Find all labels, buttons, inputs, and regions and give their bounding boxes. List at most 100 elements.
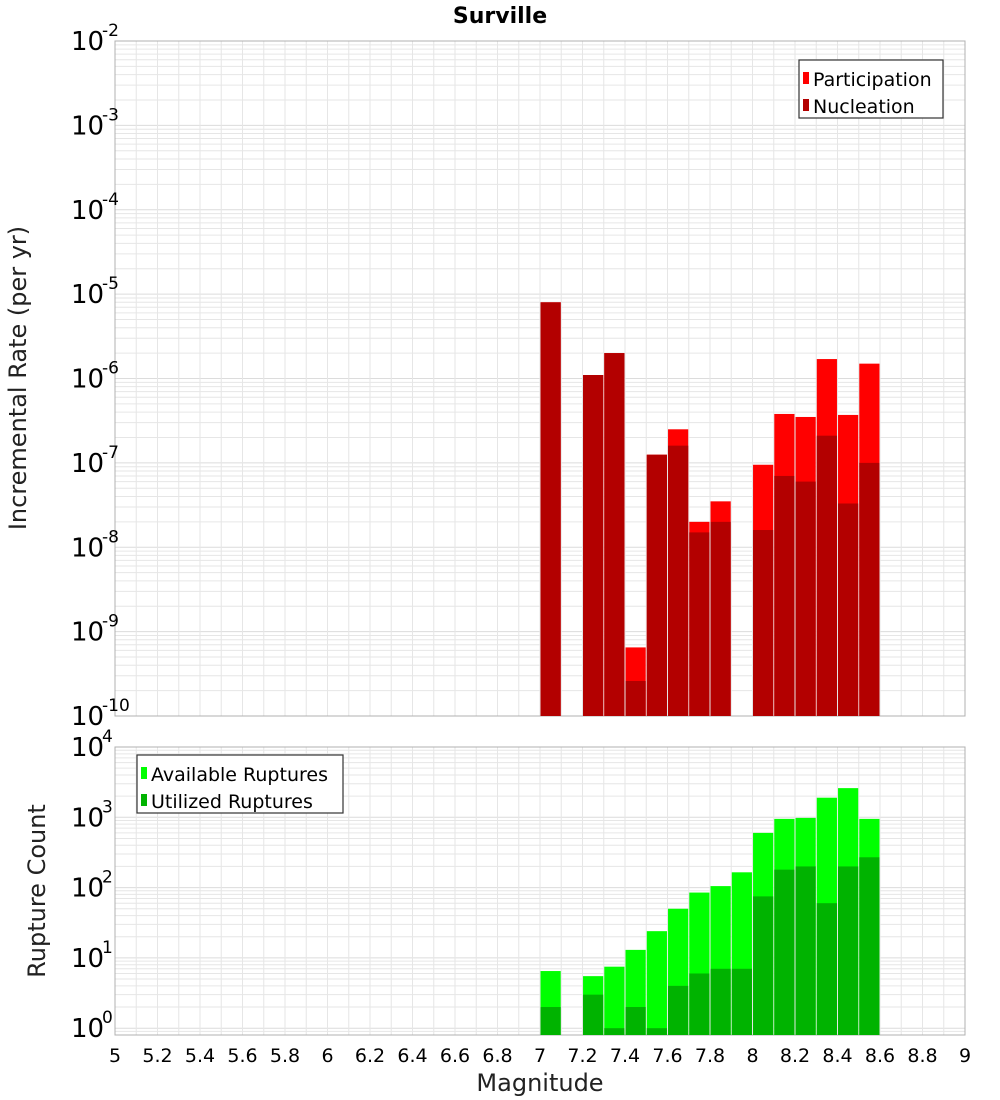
y-tick-base: 10 [71, 733, 104, 763]
bar-utilized-ruptures [540, 1007, 561, 1035]
bar-nucleation [838, 503, 859, 716]
y-tick-exponent: 0 [102, 1008, 113, 1028]
x-tick-label: 6 [321, 1045, 333, 1067]
y-tick-exponent: -4 [102, 190, 119, 210]
y-tick-label: 100 [71, 1008, 113, 1044]
x-tick-label: 5 [109, 1045, 121, 1067]
x-tick-label: 6.8 [482, 1045, 512, 1067]
bar-nucleation [646, 454, 667, 716]
x-tick-label: 7.6 [652, 1045, 682, 1067]
y-tick-label: 10-9 [71, 612, 119, 648]
x-tick-label: 8 [746, 1045, 758, 1067]
bar-nucleation [710, 521, 731, 716]
chart-title: Surville [453, 4, 547, 29]
x-tick-label: 8.4 [822, 1045, 852, 1067]
y-tick-exponent: -8 [102, 527, 119, 547]
y-tick-label: 10-8 [71, 527, 119, 563]
y-tick-base: 10 [71, 196, 104, 226]
y-tick-exponent: 4 [102, 727, 113, 747]
x-tick-label: 5.2 [142, 1045, 172, 1067]
bar-nucleation [689, 532, 710, 716]
y-tick-base: 10 [71, 533, 104, 563]
x-tick-label: 6.2 [355, 1045, 385, 1067]
y-tick-exponent: -9 [102, 612, 119, 632]
y-tick-base: 10 [71, 702, 104, 732]
x-tick-label: 7.4 [610, 1045, 640, 1067]
y-tick-base: 10 [71, 1014, 104, 1044]
y-tick-exponent: -6 [102, 359, 119, 379]
top-panel: 10-210-310-410-510-610-710-810-910-10Par… [71, 21, 966, 732]
x-tick-label: 9 [959, 1045, 971, 1067]
bar-utilized-ruptures [689, 973, 710, 1035]
y-tick-base: 10 [71, 874, 104, 904]
y-tick-label: 10-7 [71, 443, 119, 479]
y-tick-label: 102 [71, 868, 113, 904]
y-tick-base: 10 [71, 27, 104, 57]
bar-available-ruptures [604, 966, 625, 1035]
x-tick-labels: 5 5.2 5.4 5.6 5.8 6 6.2 6.4 6.6 6.8 7 7.2 7.4 7.6 7.8 8… [109, 1045, 971, 1067]
x-tick-label: 5.4 [185, 1045, 215, 1067]
y-tick-label: 10-6 [71, 359, 119, 395]
bar-utilized-ruptures [668, 985, 689, 1035]
x-tick-label: 5.6 [227, 1045, 257, 1067]
y-tick-exponent: -7 [102, 443, 119, 463]
y-tick-base: 10 [71, 365, 104, 395]
legend-swatch [803, 72, 809, 84]
plot-frame [114, 746, 966, 1036]
bar-nucleation [604, 353, 625, 716]
bar-utilized-ruptures [838, 866, 859, 1035]
legend-swatch [141, 794, 147, 806]
bar-nucleation [753, 530, 774, 716]
y-tick-label: 10-4 [71, 190, 119, 226]
y-tick-base: 10 [71, 944, 104, 974]
bar-utilized-ruptures [731, 968, 752, 1035]
legend-swatch [141, 767, 147, 779]
bar-utilized-ruptures [646, 1028, 667, 1035]
bar-nucleation [540, 302, 561, 716]
legend-label: Available Ruptures [151, 764, 328, 786]
bar-nucleation [774, 475, 795, 716]
bar-utilized-ruptures [816, 903, 837, 1035]
y-tick-exponent: 2 [102, 868, 113, 888]
y-tick-exponent: -2 [102, 21, 119, 41]
bar-utilized-ruptures [859, 857, 880, 1035]
bar-nucleation [668, 445, 689, 716]
bar-utilized-ruptures [710, 968, 731, 1035]
bar-nucleation [583, 375, 604, 716]
bar-nucleation [816, 435, 837, 716]
plot-frame [114, 40, 966, 717]
bottom-y-axis-label: Rupture Count [23, 804, 51, 978]
y-tick-exponent: -10 [102, 696, 130, 716]
x-axis-label: Magnitude [476, 1069, 603, 1097]
x-tick-label: 7.2 [567, 1045, 597, 1067]
bar-utilized-ruptures [583, 994, 604, 1035]
bar-utilized-ruptures [774, 869, 795, 1035]
bar-utilized-ruptures [795, 866, 816, 1035]
y-tick-label: 104 [71, 727, 113, 763]
top-y-axis-label: Incremental Rate (per yr) [4, 226, 32, 530]
bar-nucleation [625, 680, 646, 716]
bar-utilized-ruptures [604, 1028, 625, 1035]
y-tick-label: 103 [71, 797, 113, 833]
legend-label: Participation [813, 69, 932, 91]
x-tick-label: 7 [534, 1045, 546, 1067]
legend-swatch [803, 99, 809, 111]
legend-label: Nucleation [813, 96, 915, 118]
legend-label: Utilized Ruptures [151, 791, 313, 813]
x-tick-label: 7.8 [695, 1045, 725, 1067]
y-tick-base: 10 [71, 618, 104, 648]
bar-utilized-ruptures [625, 1007, 646, 1035]
x-tick-label: 8.2 [780, 1045, 810, 1067]
bar-available-ruptures [646, 931, 667, 1035]
y-tick-exponent: -3 [102, 105, 119, 125]
y-tick-base: 10 [71, 111, 104, 141]
y-tick-exponent: -5 [102, 274, 119, 294]
y-tick-label: 10-5 [71, 274, 119, 310]
y-tick-label: 10-3 [71, 105, 119, 141]
y-tick-exponent: 1 [102, 938, 113, 958]
y-tick-base: 10 [71, 803, 104, 833]
y-tick-base: 10 [71, 449, 104, 479]
